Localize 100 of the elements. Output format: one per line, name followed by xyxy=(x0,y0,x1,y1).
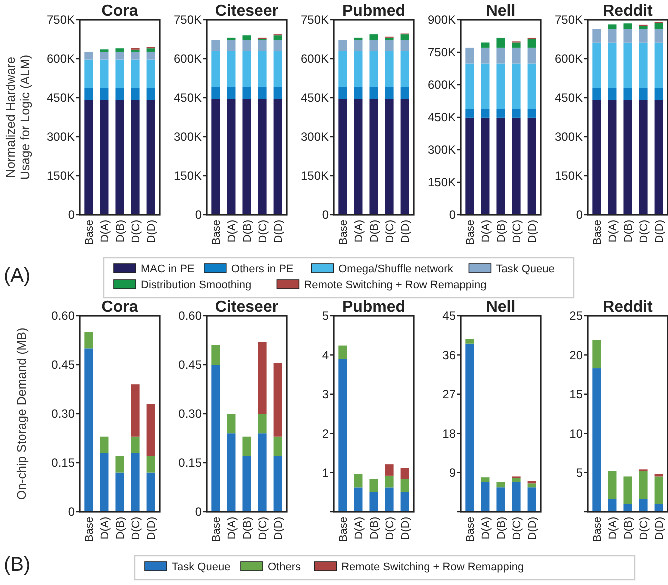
legend-label: Omega/Shuffle network xyxy=(338,263,454,276)
bar xyxy=(116,88,124,100)
bar xyxy=(242,51,252,88)
bar xyxy=(512,42,521,48)
y-tick-label: 600K xyxy=(554,52,583,66)
bar xyxy=(624,100,632,215)
y-tick-label: 300K xyxy=(46,130,75,144)
bar xyxy=(608,24,617,30)
bar xyxy=(592,29,602,43)
bar xyxy=(338,87,348,100)
y-tick-label: 18 xyxy=(442,426,456,441)
x-tick-label: D(D) xyxy=(526,220,539,244)
bar xyxy=(338,359,348,512)
bar xyxy=(227,99,236,215)
bar xyxy=(528,488,536,512)
bar xyxy=(212,51,220,88)
x-tick-label: D(D) xyxy=(146,517,158,540)
bar xyxy=(496,109,506,118)
text: (B) xyxy=(4,554,31,576)
bar xyxy=(274,87,282,100)
x-tick-label: D(B) xyxy=(242,517,254,540)
bar xyxy=(370,40,378,52)
y-tick-label: 0 xyxy=(576,208,584,222)
x-tick-label: D(C) xyxy=(257,517,270,540)
y-tick-label: 0.15 xyxy=(178,456,202,470)
bar xyxy=(512,482,521,512)
bar xyxy=(624,88,632,100)
bar xyxy=(354,38,363,40)
bar xyxy=(592,42,602,88)
bar xyxy=(84,60,94,88)
y-tick-label: 750K xyxy=(46,13,75,28)
x-tick-label: D(C) xyxy=(511,220,524,244)
y-tick-label: 600K xyxy=(300,52,329,66)
y-tick-label: 750K xyxy=(174,13,202,28)
bar xyxy=(496,48,506,64)
bar xyxy=(258,87,267,100)
bar xyxy=(131,453,140,512)
x-tick-label: D(C) xyxy=(130,220,142,244)
x-tick-label: D(B) xyxy=(114,517,127,540)
legend-label: MAC in PE xyxy=(141,263,195,276)
bar xyxy=(227,38,236,40)
x-tick-label: D(D) xyxy=(654,220,666,244)
bar xyxy=(654,29,664,43)
bar xyxy=(242,456,252,512)
bar xyxy=(466,109,474,118)
bar xyxy=(212,345,220,365)
bar xyxy=(624,504,632,512)
bar xyxy=(212,365,220,512)
x-tick-label: D(B) xyxy=(368,517,381,540)
y-tick-label: 36 xyxy=(442,348,456,362)
bar xyxy=(354,51,363,88)
bar xyxy=(100,52,109,60)
bar xyxy=(496,488,506,512)
x-tick-label: D(D) xyxy=(400,220,412,244)
bar xyxy=(274,36,282,40)
bar xyxy=(146,404,156,456)
bar xyxy=(116,100,124,215)
bar xyxy=(274,99,282,215)
x-tick-label: D(B) xyxy=(622,220,635,243)
x-tick-label: D(B) xyxy=(496,220,508,243)
y-tick-label: 150K xyxy=(554,169,583,184)
x-tick-label: D(C) xyxy=(638,517,650,540)
legend-label: Remote Switching + Row Remapping xyxy=(304,279,487,292)
y-tick-label: 0 xyxy=(322,208,330,222)
bar xyxy=(146,60,156,88)
bar xyxy=(227,40,236,52)
y-tick-label: 3 xyxy=(322,388,330,402)
y-tick-label: 0.30 xyxy=(178,407,202,422)
bar xyxy=(481,48,490,64)
chart-title: Reddit xyxy=(603,299,654,316)
bar xyxy=(258,51,267,88)
x-tick-label: Base xyxy=(464,517,477,542)
bar xyxy=(370,34,378,40)
bar xyxy=(100,453,109,512)
bar xyxy=(512,478,521,482)
bar xyxy=(608,499,617,512)
y-tick-label: 600K xyxy=(46,52,75,66)
bar xyxy=(354,87,363,100)
bar xyxy=(608,42,617,88)
bar xyxy=(274,40,282,52)
bar xyxy=(338,346,348,360)
bar xyxy=(528,64,536,110)
y-tick-label: 0.45 xyxy=(178,358,202,372)
y-tick-label: 0 xyxy=(68,208,76,222)
x-tick-label: Base xyxy=(84,517,96,542)
bar xyxy=(496,118,506,215)
bar xyxy=(654,42,664,88)
bar xyxy=(481,478,490,482)
x-tick-label: Base xyxy=(84,220,96,246)
x-tick-label: D(D) xyxy=(526,517,539,540)
bar xyxy=(354,488,363,512)
x-tick-label: Base xyxy=(464,220,477,246)
text: (A) xyxy=(4,265,31,287)
y-tick-label: 4 xyxy=(322,348,330,362)
x-tick-label: Base xyxy=(592,220,604,246)
bar xyxy=(496,38,506,48)
y-tick-label: 450K xyxy=(554,91,583,106)
chart-title: Nell xyxy=(486,299,516,316)
bar xyxy=(242,40,252,52)
bar xyxy=(338,51,348,88)
